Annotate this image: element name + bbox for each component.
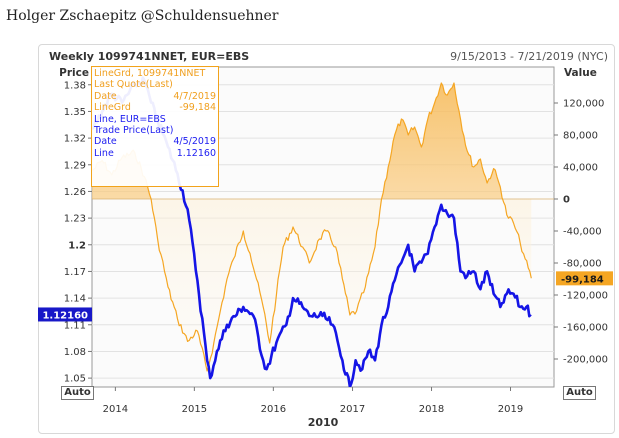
legend-row: Line, EUR=EBS <box>94 114 216 125</box>
legend-row: Date 4/7/2019 <box>94 91 216 102</box>
legend-row-value: 1.12160 <box>176 147 216 159</box>
legend-row: LineGrd -99,184 <box>94 102 216 113</box>
legend-row: Last Quote(Last) <box>94 79 216 90</box>
legend-row-label: Line, EUR=EBS <box>94 113 166 125</box>
auto-left-button[interactable]: Auto <box>61 386 94 400</box>
legend-row-label: Date <box>94 90 117 102</box>
legend-box: LineGrd, 1099741NNET Last Quote(Last) Date… <box>91 66 219 187</box>
author-handle: Holger Zschaepitz @Schuldensuehner <box>6 8 279 24</box>
legend-row-label: LineGrd <box>94 102 131 114</box>
legend-row-value: 4/7/2019 <box>173 90 216 102</box>
legend-row-value: 4/5/2019 <box>173 136 216 148</box>
auto-right-button[interactable]: Auto <box>563 386 596 400</box>
legend-row-label: Line <box>94 147 114 159</box>
legend-row-label: Trade Price(Last) <box>94 125 174 137</box>
legend-row-value: -99,184 <box>179 102 216 114</box>
legend-row: Line 1.12160 <box>94 148 216 159</box>
legend-row-label: Date <box>94 136 117 148</box>
legend-row-label: LineGrd, 1099741NNET <box>94 68 206 79</box>
legend-row: LineGrd, 1099741NNET <box>94 68 216 79</box>
legend-row: Date 4/5/2019 <box>94 136 216 147</box>
chart-title: Weekly 1099741NNET, EUR=EBS <box>49 50 250 63</box>
legend-row-label: Last Quote(Last) <box>94 79 173 91</box>
date-range: 9/15/2013 - 7/21/2019 (NYC) <box>450 50 608 63</box>
legend-row: Trade Price(Last) <box>94 125 216 136</box>
